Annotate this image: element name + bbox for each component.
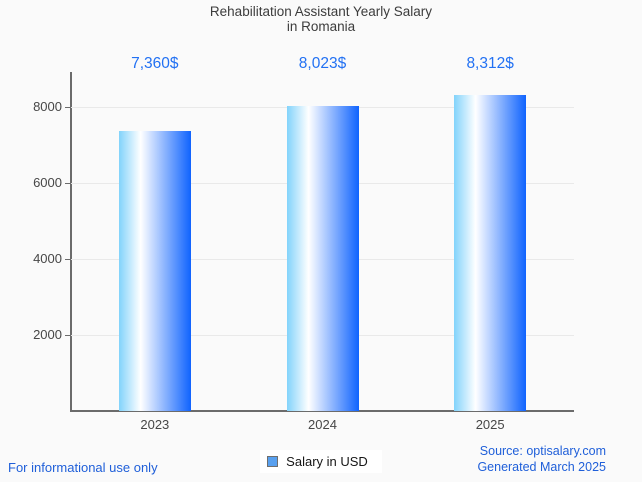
source-link[interactable]: Source: optisalary.com (479, 444, 606, 458)
legend: Salary in USD (0, 450, 642, 473)
value-label-2024: 8,023$ (298, 55, 347, 72)
x-tick-label-2024: 2024 (308, 417, 337, 432)
source-block: Source: optisalary.com Generated March 2… (477, 444, 606, 475)
chart-title: Rehabilitation Assistant Yearly Salary i… (0, 4, 642, 34)
bar-2025[interactable] (454, 95, 527, 411)
y-tick-6000 (65, 183, 71, 184)
value-label-2025: 8,312$ (466, 55, 514, 72)
y-tick-label-2000: 2000 (33, 327, 62, 342)
y-tick-2000 (65, 335, 71, 336)
bar-2023[interactable] (118, 131, 191, 411)
y-axis-line (70, 72, 72, 411)
y-tick-label-6000: 6000 (33, 175, 62, 190)
y-tick-label-4000: 4000 (33, 251, 62, 266)
y-tick-8000 (65, 107, 71, 108)
x-tick-label-2025: 2025 (475, 417, 505, 432)
chart-title-line2: in Romania (286, 19, 356, 34)
y-tick-label-8000: 8000 (33, 99, 62, 114)
generated-date: Generated March 2025 (477, 459, 606, 474)
x-tick-label-2023: 2023 (140, 417, 170, 432)
legend-label: Salary in USD (286, 454, 368, 469)
chart-title-line1: Rehabilitation Assistant Yearly Salary (209, 4, 433, 19)
bar-2024[interactable] (286, 106, 359, 411)
disclaimer-text: For informational use only (8, 460, 158, 475)
value-label-2023: 7,360$ (131, 55, 179, 72)
legend-marker-icon (267, 456, 279, 467)
legend-item: Salary in USD (260, 450, 382, 473)
y-tick-4000 (65, 259, 71, 260)
